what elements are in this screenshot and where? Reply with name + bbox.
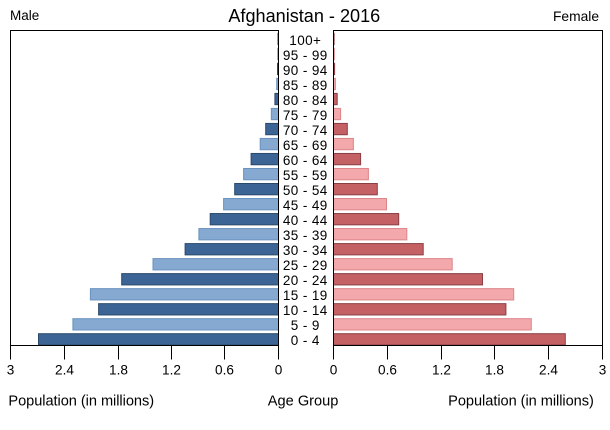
svg-text:1.2: 1.2: [162, 362, 181, 377]
svg-text:5 - 9: 5 - 9: [291, 318, 320, 333]
svg-text:85 - 89: 85 - 89: [283, 78, 328, 93]
svg-text:0: 0: [275, 362, 283, 377]
svg-text:Age Group: Age Group: [268, 393, 339, 409]
svg-text:Population (in millions): Population (in millions): [8, 393, 154, 409]
svg-text:Afghanistan - 2016: Afghanistan - 2016: [228, 6, 380, 26]
svg-text:0.6: 0.6: [378, 362, 397, 377]
svg-text:3: 3: [599, 362, 607, 377]
svg-text:1.8: 1.8: [485, 362, 504, 377]
svg-text:75 - 79: 75 - 79: [283, 108, 328, 123]
svg-text:2.4: 2.4: [539, 362, 558, 377]
svg-text:25 - 29: 25 - 29: [283, 258, 328, 273]
svg-text:95 - 99: 95 - 99: [283, 48, 328, 63]
svg-text:0.6: 0.6: [215, 362, 234, 377]
svg-text:1.2: 1.2: [432, 362, 451, 377]
svg-text:Population (in millions): Population (in millions): [448, 393, 594, 409]
svg-text:10 - 14: 10 - 14: [283, 303, 328, 318]
svg-text:0 - 4: 0 - 4: [291, 333, 320, 348]
svg-text:65 - 69: 65 - 69: [283, 138, 328, 153]
svg-text:80 - 84: 80 - 84: [283, 93, 328, 108]
svg-text:3: 3: [7, 362, 15, 377]
svg-text:35 - 39: 35 - 39: [283, 228, 328, 243]
svg-text:100+: 100+: [289, 33, 321, 48]
svg-text:55 - 59: 55 - 59: [283, 168, 328, 183]
svg-text:70 - 74: 70 - 74: [283, 123, 328, 138]
svg-text:1.8: 1.8: [109, 362, 128, 377]
svg-text:Male: Male: [10, 8, 39, 23]
svg-text:45 - 49: 45 - 49: [283, 198, 328, 213]
svg-text:50 - 54: 50 - 54: [283, 183, 328, 198]
svg-text:15 - 19: 15 - 19: [283, 288, 328, 303]
svg-text:0: 0: [330, 362, 338, 377]
svg-text:90 - 94: 90 - 94: [283, 63, 328, 78]
svg-text:Female: Female: [553, 9, 599, 24]
svg-text:2.4: 2.4: [55, 362, 74, 377]
svg-text:40 - 44: 40 - 44: [283, 213, 328, 228]
svg-text:60 - 64: 60 - 64: [283, 153, 328, 168]
svg-text:30 - 34: 30 - 34: [283, 243, 328, 258]
svg-text:20 - 24: 20 - 24: [283, 273, 328, 288]
